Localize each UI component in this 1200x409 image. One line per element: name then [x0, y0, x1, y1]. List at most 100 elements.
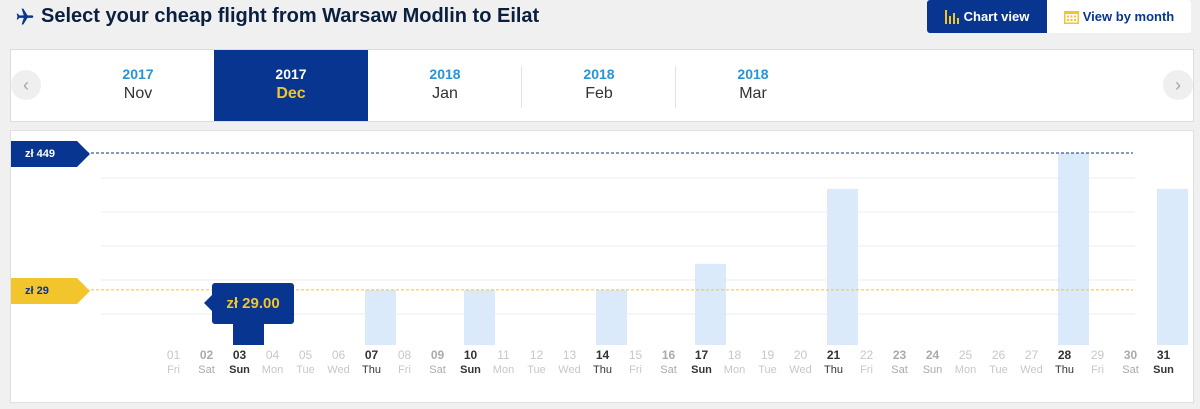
day-label-27[interactable]: 27 Wed [1015, 347, 1048, 377]
day-label-24[interactable]: 24 Sun [916, 347, 949, 377]
day-weekday: Tue [296, 364, 315, 376]
day-weekday: Thu [824, 364, 843, 376]
month-tab-jan-2018[interactable]: 2018 Jan [368, 50, 522, 121]
day-label-26[interactable]: 26 Tue [982, 347, 1015, 377]
month-year: 2018 [737, 66, 769, 82]
day-weekday: Wed [327, 364, 350, 376]
day-weekday: Thu [593, 364, 612, 376]
month-tab-mar-2018[interactable]: 2018 Mar [676, 50, 830, 121]
day-label-05[interactable]: 05 Tue [289, 347, 322, 377]
month-name: Dec [276, 85, 306, 102]
day-label-28[interactable]: 28 Thu [1048, 347, 1081, 377]
day-weekday: Tue [989, 364, 1008, 376]
day-number: 24 [925, 348, 940, 362]
chevron-right-icon: › [1175, 75, 1181, 95]
month-year: 2018 [429, 66, 461, 82]
price-bar-day-10[interactable] [464, 289, 495, 345]
day-label-31[interactable]: 31 Sun [1147, 347, 1180, 377]
price-bar-day-28[interactable] [1058, 153, 1089, 345]
day-number: 17 [694, 348, 709, 362]
page-title: Select your cheap flight from Warsaw Mod… [41, 5, 540, 27]
day-label-01[interactable]: 01 Fri [157, 347, 190, 377]
max-price-tag: zł 449 [11, 141, 90, 167]
month-view-button[interactable]: View by month [1047, 0, 1191, 33]
day-number: 07 [364, 348, 379, 362]
day-number: 29 [1090, 348, 1105, 362]
day-weekday: Fri [167, 364, 180, 376]
day-label-29[interactable]: 29 Fri [1081, 347, 1114, 377]
day-label-21[interactable]: 21 Thu [817, 347, 850, 377]
day-label-25[interactable]: 25 Mon [949, 347, 982, 377]
day-label-09[interactable]: 09 Sat [421, 347, 454, 377]
day-label-13[interactable]: 13 Wed [553, 347, 586, 377]
day-label-10[interactable]: 10 Sun [454, 347, 487, 377]
month-divider [675, 66, 676, 108]
price-chart: zł 449 zł 29 zł 29.00 01 Fri 02 Sat 03 Sun 04 M… [10, 130, 1194, 403]
day-label-23[interactable]: 23 Sat [883, 347, 916, 377]
day-label-19[interactable]: 19 Tue [751, 347, 784, 377]
day-number: 23 [892, 348, 907, 362]
bar-chart-icon [944, 9, 959, 24]
price-bar-day-31[interactable] [1157, 188, 1188, 345]
day-number: 10 [463, 348, 478, 362]
price-bar-day-07[interactable] [365, 289, 396, 345]
day-weekday: Fri [629, 364, 642, 376]
chart-view-button[interactable]: Chart view [927, 0, 1047, 33]
price-bar-day-21[interactable] [827, 188, 858, 345]
day-number: 09 [430, 348, 445, 362]
day-label-17[interactable]: 17 Sun [685, 347, 718, 377]
day-label-12[interactable]: 12 Tue [520, 347, 553, 377]
month-divider [521, 66, 522, 108]
day-label-30[interactable]: 30 Sat [1114, 347, 1147, 377]
day-weekday: Mon [492, 364, 515, 376]
day-number: 21 [826, 348, 841, 362]
day-number: 16 [661, 348, 676, 362]
day-number: 31 [1156, 348, 1171, 362]
day-number: 15 [628, 348, 643, 362]
calendar-icon [1063, 10, 1079, 24]
previous-month-button[interactable]: ‹ [11, 70, 41, 100]
day-weekday: Sun [691, 364, 712, 376]
month-year: 2018 [583, 66, 615, 82]
day-label-08[interactable]: 08 Fri [388, 347, 421, 377]
day-weekday: Mon [954, 364, 977, 376]
day-label-07[interactable]: 07 Thu [355, 347, 388, 377]
month-year: 2017 [122, 66, 154, 82]
day-number: 14 [595, 348, 610, 362]
day-weekday: Sun [229, 364, 250, 376]
day-label-20[interactable]: 20 Wed [784, 347, 817, 377]
next-month-button[interactable]: › [1163, 70, 1193, 100]
day-weekday: Wed [558, 364, 581, 376]
day-label-11[interactable]: 11 Mon [487, 347, 520, 377]
day-label-18[interactable]: 18 Mon [718, 347, 751, 377]
page-header: Select your cheap flight from Warsaw Mod… [0, 0, 1200, 34]
day-label-14[interactable]: 14 Thu [586, 347, 619, 377]
day-label-03[interactable]: 03 Sun [223, 347, 256, 377]
day-label-22[interactable]: 22 Fri [850, 347, 883, 377]
day-label-02[interactable]: 02 Sat [190, 347, 223, 377]
day-number: 20 [793, 348, 808, 362]
month-tab-nov-2017[interactable]: 2017 Nov [61, 50, 215, 121]
month-name: Feb [585, 85, 613, 102]
day-number: 08 [397, 348, 412, 362]
day-weekday: Mon [723, 364, 746, 376]
day-label-15[interactable]: 15 Fri [619, 347, 652, 377]
day-number: 18 [727, 348, 742, 362]
day-number: 27 [1024, 348, 1039, 362]
day-axis: 01 Fri 02 Sat 03 Sun 04 Mon 05 Tue 06 Wed 07 Thu 08 Fri… [11, 347, 1193, 383]
day-label-16[interactable]: 16 Sat [652, 347, 685, 377]
day-weekday: Sat [891, 364, 908, 376]
day-weekday: Fri [1091, 364, 1104, 376]
price-bar-day-14[interactable] [596, 289, 627, 345]
day-number: 13 [562, 348, 577, 362]
day-number: 03 [232, 348, 247, 362]
day-weekday: Mon [261, 364, 284, 376]
day-number: 04 [265, 348, 280, 362]
day-label-06[interactable]: 06 Wed [322, 347, 355, 377]
month-tab-feb-2018[interactable]: 2018 Feb [522, 50, 676, 121]
day-number: 28 [1057, 348, 1072, 362]
month-tab-dec-2017[interactable]: 2017 Dec [214, 50, 368, 121]
day-number: 11 [497, 348, 510, 362]
day-label-04[interactable]: 04 Mon [256, 347, 289, 377]
price-bar-day-17[interactable] [695, 263, 726, 345]
